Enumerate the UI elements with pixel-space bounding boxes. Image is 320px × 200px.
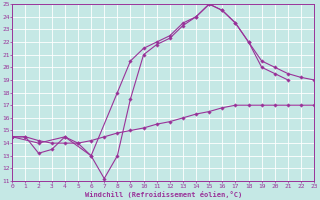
X-axis label: Windchill (Refroidissement éolien,°C): Windchill (Refroidissement éolien,°C): [84, 191, 242, 198]
